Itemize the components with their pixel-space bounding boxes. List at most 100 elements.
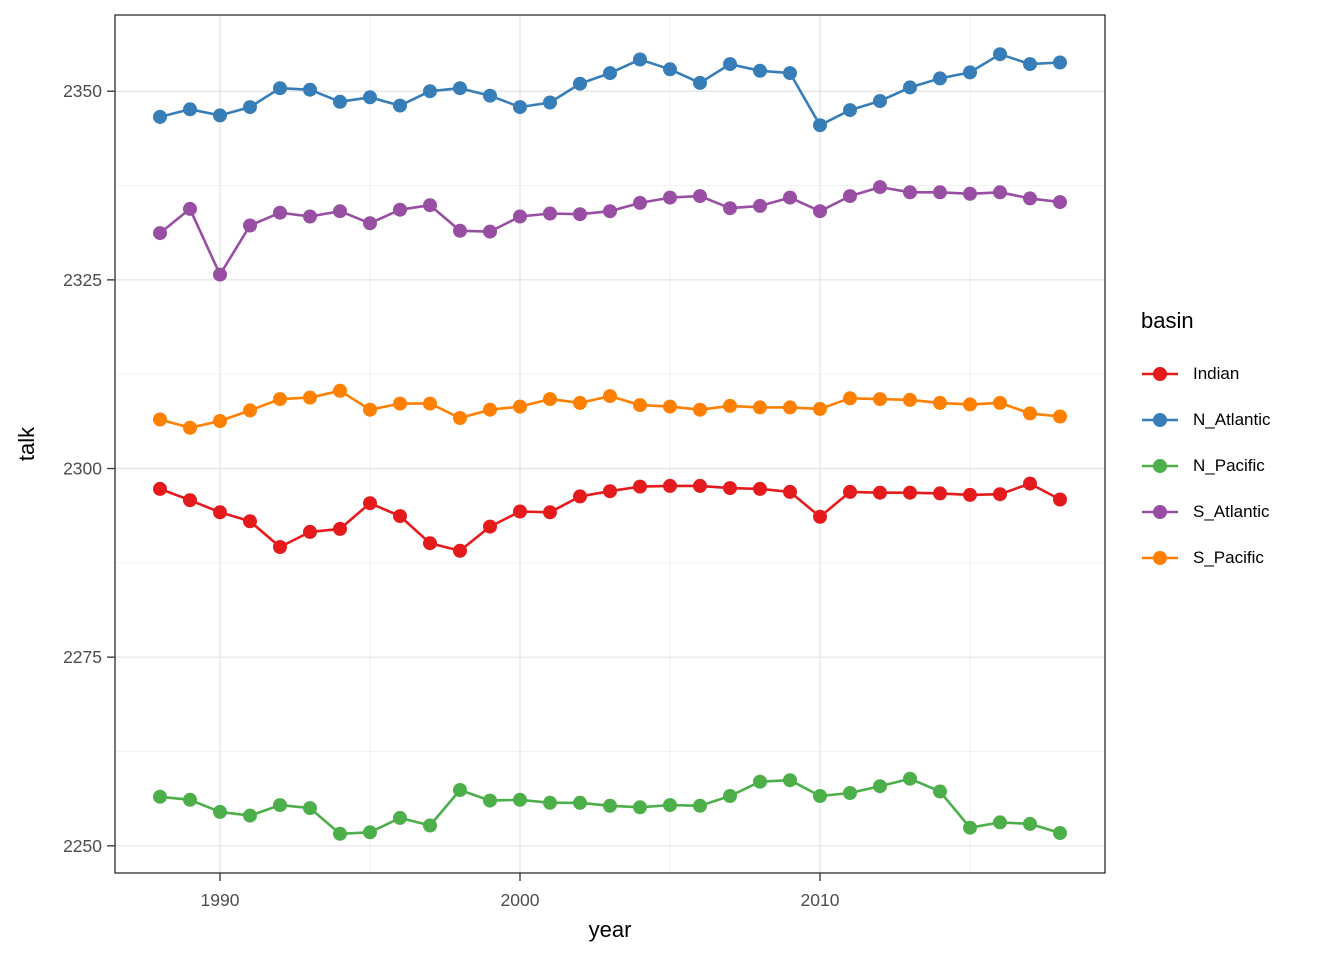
data-point-Indian	[183, 493, 197, 508]
data-point-N_Pacific	[783, 773, 797, 788]
data-point-S_Atlantic	[663, 190, 677, 205]
data-point-Indian	[333, 521, 347, 536]
data-point-N_Atlantic	[573, 76, 587, 91]
panel-background	[115, 15, 1105, 873]
data-point-N_Pacific	[693, 798, 707, 813]
x-tick-label: 1990	[201, 890, 240, 910]
data-point-Indian	[543, 505, 557, 520]
data-point-N_Pacific	[633, 800, 647, 815]
data-point-Indian	[963, 487, 977, 502]
legend-title: basin	[1141, 308, 1194, 333]
legend-label: S_Atlantic	[1193, 502, 1270, 521]
data-point-S_Atlantic	[753, 198, 767, 213]
data-point-N_Pacific	[213, 804, 227, 819]
data-point-Indian	[933, 486, 947, 501]
data-point-S_Pacific	[663, 399, 677, 414]
data-point-S_Pacific	[633, 398, 647, 413]
data-point-S_Atlantic	[333, 204, 347, 219]
data-point-N_Pacific	[573, 795, 587, 810]
legend-key-icon	[1142, 367, 1178, 381]
data-point-N_Atlantic	[903, 80, 917, 95]
legend-label: S_Pacific	[1193, 548, 1264, 567]
data-point-N_Atlantic	[333, 94, 347, 109]
data-point-S_Atlantic	[423, 198, 437, 213]
data-point-S_Pacific	[483, 402, 497, 417]
data-point-S_Atlantic	[903, 185, 917, 200]
data-point-N_Atlantic	[753, 63, 767, 78]
data-point-S_Atlantic	[633, 195, 647, 210]
data-point-N_Atlantic	[633, 52, 647, 67]
data-point-Indian	[213, 505, 227, 520]
legend-item-N_Pacific: N_Pacific	[1141, 452, 1270, 480]
data-point-N_Atlantic	[1053, 55, 1067, 70]
data-point-N_Pacific	[423, 818, 437, 833]
data-point-S_Atlantic	[603, 204, 617, 219]
data-point-N_Pacific	[453, 783, 467, 797]
data-point-S_Pacific	[453, 411, 467, 425]
data-point-S_Atlantic	[873, 180, 887, 195]
data-point-S_Atlantic	[483, 224, 497, 239]
data-point-N_Pacific	[993, 815, 1007, 830]
data-point-S_Pacific	[1023, 406, 1037, 421]
data-point-N_Atlantic	[393, 98, 407, 113]
data-point-S_Pacific	[363, 402, 377, 417]
y-axis-title: talk	[14, 426, 39, 462]
data-point-Indian	[723, 481, 737, 496]
legend-label: N_Atlantic	[1193, 410, 1271, 429]
legend: basin Indian N_Atlantic N_Pacific S_Atlanti…	[1141, 308, 1270, 590]
data-point-N_Atlantic	[453, 81, 467, 96]
data-point-S_Atlantic	[183, 201, 197, 216]
data-point-S_Atlantic	[363, 216, 377, 231]
data-point-N_Pacific	[723, 789, 737, 803]
data-point-S_Atlantic	[933, 185, 947, 200]
data-point-S_Atlantic	[993, 185, 1007, 200]
data-point-S_Pacific	[273, 392, 287, 407]
data-point-N_Pacific	[1053, 826, 1067, 840]
data-point-S_Atlantic	[243, 218, 257, 233]
data-point-N_Pacific	[153, 789, 167, 804]
x-tick-label: 2010	[801, 890, 840, 910]
data-point-S_Atlantic	[543, 206, 557, 221]
data-point-S_Atlantic	[813, 204, 827, 219]
data-point-N_Pacific	[903, 771, 917, 786]
legend-items: Indian N_Atlantic N_Pacific S_Atlantic S_Pac…	[1141, 360, 1270, 572]
data-point-S_Pacific	[933, 395, 947, 410]
data-point-N_Pacific	[603, 798, 617, 813]
data-point-S_Atlantic	[453, 223, 467, 238]
data-point-S_Pacific	[903, 392, 917, 407]
data-point-N_Atlantic	[243, 100, 257, 115]
data-point-N_Atlantic	[993, 47, 1007, 62]
data-point-S_Pacific	[153, 412, 167, 427]
data-point-N_Atlantic	[423, 84, 437, 99]
data-point-S_Pacific	[693, 402, 707, 417]
data-point-Indian	[483, 519, 497, 534]
data-point-N_Atlantic	[483, 88, 497, 103]
data-point-Indian	[243, 514, 257, 529]
data-point-S_Atlantic	[1023, 191, 1037, 206]
data-point-Indian	[153, 481, 167, 496]
data-point-S_Pacific	[573, 395, 587, 410]
data-point-Indian	[693, 478, 707, 493]
data-point-N_Pacific	[333, 826, 347, 841]
data-point-N_Pacific	[483, 793, 497, 808]
data-point-N_Atlantic	[183, 102, 197, 117]
data-point-N_Atlantic	[603, 66, 617, 81]
data-point-N_Atlantic	[663, 62, 677, 77]
data-point-Indian	[573, 489, 587, 504]
data-point-S_Pacific	[393, 396, 407, 411]
data-point-N_Pacific	[513, 792, 527, 807]
data-point-N_Atlantic	[963, 65, 977, 80]
data-point-N_Atlantic	[513, 100, 527, 115]
data-point-S_Pacific	[753, 400, 767, 415]
data-point-N_Atlantic	[543, 95, 557, 110]
data-point-N_Pacific	[363, 825, 377, 840]
data-point-Indian	[993, 487, 1007, 502]
data-point-S_Atlantic	[513, 209, 527, 224]
data-point-S_Atlantic	[783, 190, 797, 205]
data-point-N_Atlantic	[783, 66, 797, 81]
data-point-N_Pacific	[243, 808, 257, 823]
data-point-S_Pacific	[843, 391, 857, 406]
data-point-Indian	[423, 536, 437, 551]
